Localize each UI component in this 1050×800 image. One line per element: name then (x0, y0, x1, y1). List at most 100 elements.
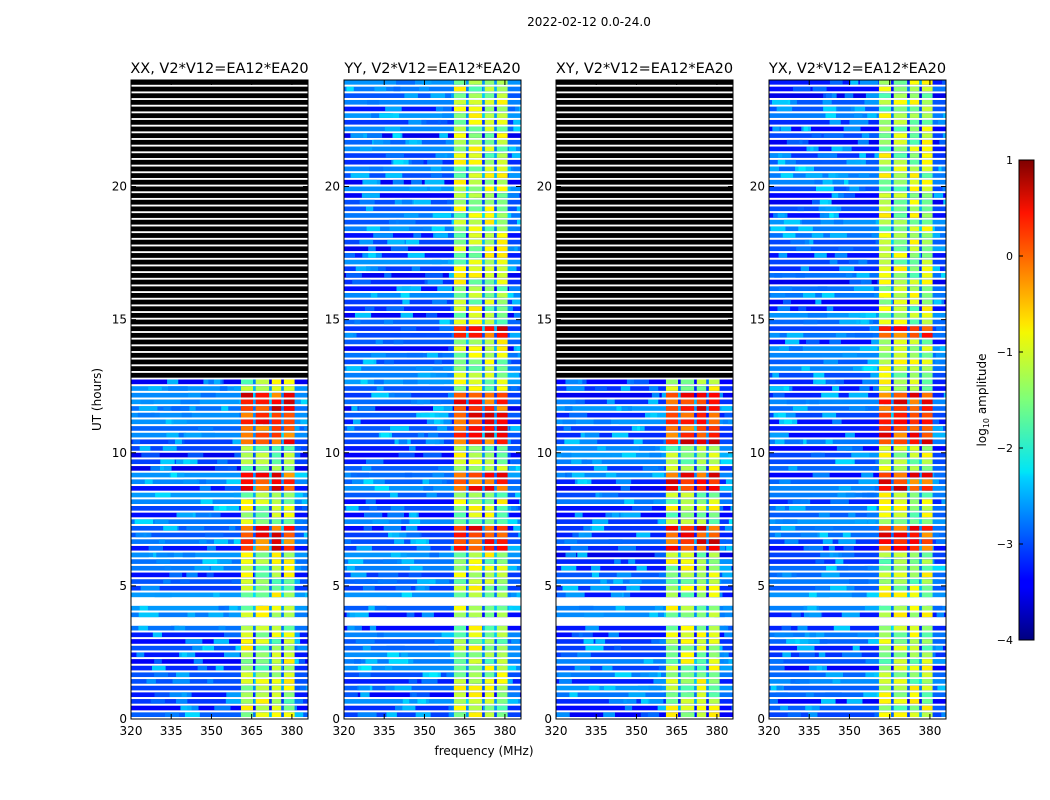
noise-speckle (845, 585, 855, 591)
spectrum-row (344, 446, 521, 451)
rfi-cell (484, 625, 495, 631)
x-tick-label: 380 (280, 724, 303, 738)
rfi-cell (484, 379, 495, 385)
rfi-cell (255, 539, 270, 544)
rfi-cell (696, 539, 707, 544)
rfi-cell (680, 412, 695, 418)
noise-speckle (196, 479, 207, 485)
rfi-cell (453, 286, 467, 292)
noise-speckle (421, 119, 442, 125)
rfi-cell (909, 339, 920, 345)
rfi-cell (909, 559, 920, 564)
rfi-cell (453, 126, 467, 132)
noise-speckle (819, 199, 832, 205)
rfi-cell (680, 625, 695, 631)
rfi-cell (665, 572, 679, 578)
noise-speckle (823, 106, 838, 112)
rfi-cell (921, 592, 933, 598)
rfi-cell (921, 219, 933, 225)
rfi-cell (893, 352, 908, 358)
colorbar-tick-label: 1 (1006, 154, 1013, 167)
noise-speckle (690, 426, 700, 431)
rfi-cell (484, 572, 495, 578)
rfi-cell (680, 672, 695, 678)
noise-speckle (403, 213, 419, 218)
rfi-cell (909, 279, 920, 285)
rfi-cell (496, 545, 508, 551)
noise-speckle (866, 512, 886, 518)
noise-speckle (504, 545, 521, 551)
noise-speckle (303, 532, 308, 538)
spectrum-row (344, 585, 521, 591)
noise-speckle (490, 605, 501, 611)
noise-speckle (150, 699, 165, 704)
noise-speckle (701, 432, 713, 438)
noise-speckle (629, 579, 642, 584)
rfi-cell (909, 366, 920, 371)
spectrum-row (556, 452, 733, 458)
noise-speckle (841, 146, 852, 152)
noise-speckle (365, 659, 378, 664)
noise-speckle (786, 139, 803, 145)
rfi-cell (453, 452, 467, 458)
rfi-cell (484, 426, 495, 431)
rfi-cell (453, 219, 467, 225)
noise-speckle (831, 193, 844, 198)
rfi-cell (909, 539, 920, 544)
rfi-cell (484, 525, 495, 531)
noise-speckle (775, 519, 790, 524)
noise-speckle (511, 506, 519, 511)
rfi-cell (708, 592, 720, 598)
noise-speckle (417, 432, 425, 438)
noise-speckle (875, 239, 883, 245)
rfi-cell (468, 372, 483, 378)
noise-speckle (431, 226, 445, 232)
noise-speckle (378, 572, 399, 578)
rfi-cell (283, 432, 295, 438)
noise-speckle (433, 406, 453, 411)
colorbar-label: log10 amplitude (975, 354, 991, 447)
rfi-cell (496, 253, 508, 258)
noise-speckle (858, 479, 879, 485)
noise-speckle (160, 459, 175, 465)
flagged-row (556, 306, 733, 312)
rfi-cell (893, 372, 908, 378)
spectrum-row (131, 672, 308, 678)
rfi-cell (696, 679, 707, 684)
rfi-cell (283, 506, 295, 511)
spectrum-row (344, 692, 521, 698)
rfi-cell (893, 406, 908, 411)
rfi-cell (496, 652, 508, 658)
rfi-cell (921, 625, 933, 631)
noise-speckle (361, 466, 372, 471)
rfi-cell (921, 639, 933, 644)
noise-speckle (408, 159, 424, 165)
noise-speckle (158, 539, 166, 544)
rfi-cell (468, 452, 483, 458)
rfi-cell (708, 699, 720, 704)
rfi-cell (453, 446, 467, 451)
rfi-cell (921, 206, 933, 212)
noise-speckle (803, 545, 810, 551)
rfi-cell (496, 179, 508, 185)
rfi-cell (878, 592, 892, 598)
flagged-row (131, 219, 308, 225)
flagged-row (131, 312, 308, 318)
rfi-cell (893, 199, 908, 205)
rfi-cell (283, 639, 295, 644)
noise-speckle (369, 166, 384, 172)
spectrum-row (556, 592, 733, 598)
rfi-cell (665, 379, 679, 385)
rfi-cell (496, 153, 508, 158)
noise-speckle (369, 506, 378, 511)
rfi-cell (496, 93, 508, 98)
rfi-cell (468, 279, 483, 285)
rfi-cell (496, 439, 508, 445)
rfi-cell (283, 692, 295, 698)
spectrum-row (769, 512, 946, 518)
noise-speckle (940, 685, 946, 691)
rfi-cell (696, 559, 707, 564)
rfi-cell (909, 239, 920, 245)
rfi-cell (909, 645, 920, 651)
noise-speckle (570, 545, 589, 551)
